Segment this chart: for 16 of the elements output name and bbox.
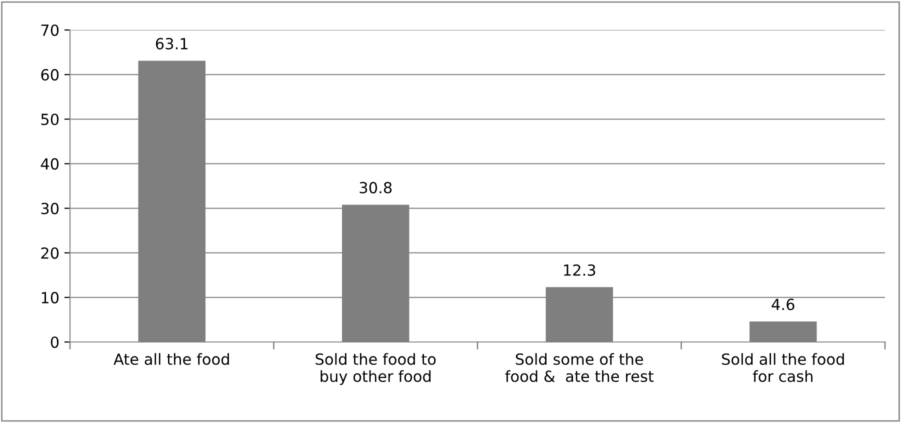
x-tick-label: Sold some of the food & ate the rest [505, 353, 654, 382]
x-tick-label: Sold all the food for cash [722, 353, 844, 382]
y-tick-label: 30 [41, 202, 59, 214]
y-tick-label: 0 [50, 336, 59, 348]
y-tick-label: 60 [41, 69, 59, 81]
y-tick-label: 70 [41, 24, 59, 36]
y-tick-label: 50 [41, 114, 59, 126]
y-tick-label: 10 [42, 292, 59, 304]
x-tick-label: Ate all the food [114, 353, 229, 365]
y-tick-label: 20 [41, 247, 59, 259]
y-tick-label: 40 [40, 158, 59, 170]
data-label: 12.3 [564, 264, 596, 276]
x-tick-label: Sold the food to buy other food [316, 353, 436, 386]
data-label: 30.8 [360, 182, 392, 194]
data-label: 4.6 [772, 298, 794, 310]
data-label: 63.1 [156, 38, 188, 50]
